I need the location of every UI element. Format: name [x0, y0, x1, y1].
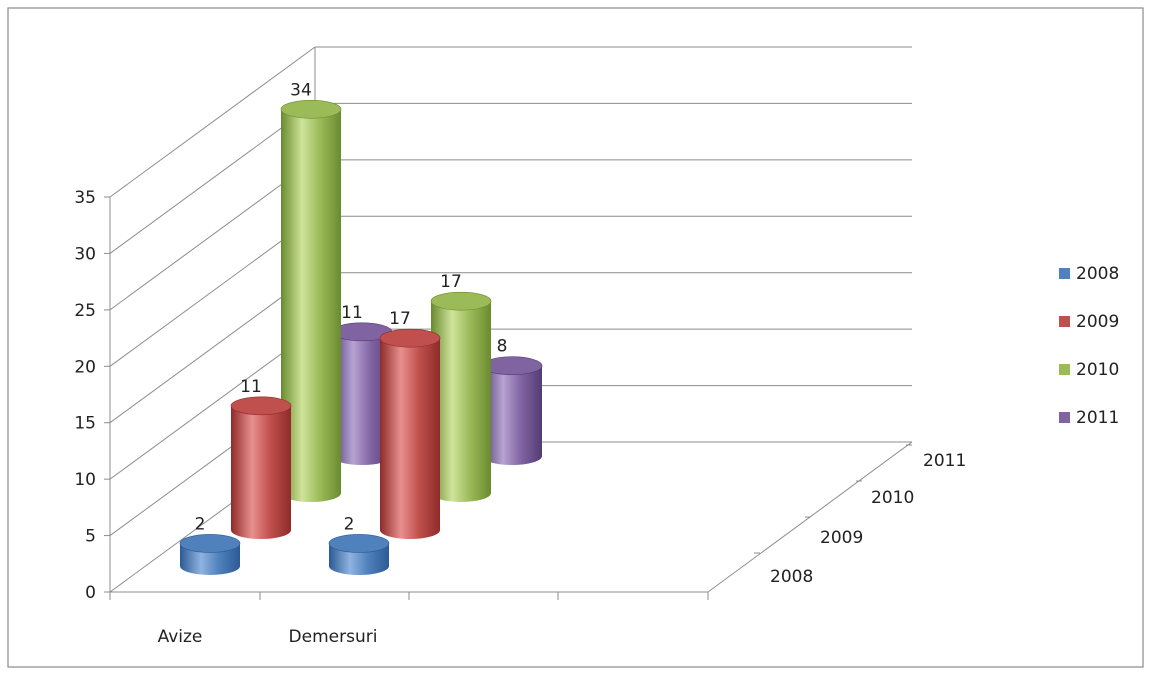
data-label: 11: [240, 377, 262, 397]
depth-label: 2010: [871, 488, 914, 508]
legend-swatch-2010: [1059, 364, 1070, 375]
bar-top: [230, 396, 292, 416]
depth-axis: 2008 2009 2010 2011: [754, 444, 966, 587]
chart-border: [7, 7, 1144, 668]
side-gridline: [109, 328, 316, 480]
bar-2010-demersuri: [430, 291, 492, 502]
bar-top: [379, 328, 441, 348]
y-tick-label: 20: [74, 357, 96, 377]
legend-swatch-2009: [1059, 316, 1070, 327]
legend-swatch-2008: [1059, 268, 1070, 279]
bar-2008-avize: [179, 534, 241, 575]
bar-2009-avize: [230, 396, 292, 539]
y-tick-label: 35: [74, 188, 96, 208]
category-label: Avize: [158, 627, 203, 647]
data-label: 2: [344, 514, 355, 534]
data-label: 17: [440, 272, 462, 292]
data-label: 8: [497, 337, 508, 357]
bar-2008-demersuri: [328, 534, 390, 575]
legend-swatch-2011: [1059, 412, 1070, 423]
bar-top: [430, 291, 492, 311]
bars: [179, 99, 543, 575]
x-axis: Avize Demersuri: [109, 592, 709, 647]
chart-walls: [109, 46, 913, 593]
bar-body: [482, 365, 542, 465]
bar-2011-demersuri: [481, 356, 543, 465]
bar-body: [332, 331, 392, 465]
y-tick-label: 30: [74, 244, 96, 264]
bar-2010-avize: [280, 99, 342, 503]
data-label: 11: [341, 303, 363, 323]
y-tick-label: 5: [85, 527, 96, 547]
depth-label: 2011: [923, 451, 966, 471]
legend-label-2008: 2008: [1076, 264, 1119, 284]
side-gridline: [109, 272, 316, 424]
y-axis: 0 5 10 15 20 25 30 35: [74, 188, 110, 603]
bar-2011-avize: [331, 322, 393, 465]
legend-label-2011: 2011: [1076, 408, 1119, 428]
y-tick-label: 25: [74, 301, 96, 321]
y-tick-label: 0: [85, 583, 96, 603]
bar-top: [280, 99, 342, 119]
data-labels: 11 8 34 17 11 17 2 2: [195, 80, 508, 534]
data-label: 34: [290, 80, 312, 100]
side-gridline: [109, 215, 316, 367]
side-gridline: [109, 159, 316, 311]
category-label: Demersuri: [289, 627, 378, 647]
bar-body: [231, 405, 291, 539]
data-label: 17: [389, 309, 411, 329]
legend: 2008 2009 2010 2011: [1059, 264, 1119, 428]
y-tick-label: 15: [74, 414, 96, 434]
bar-body: [431, 301, 491, 502]
y-tick-label: 10: [74, 470, 96, 490]
data-label: 2: [195, 514, 206, 534]
side-gridline: [109, 46, 316, 198]
bar-top: [328, 534, 390, 553]
bar-body: [380, 338, 440, 539]
legend-label-2009: 2009: [1076, 312, 1119, 332]
bar-body: [281, 109, 341, 503]
depth-label: 2009: [820, 528, 863, 548]
side-gridline: [109, 103, 316, 254]
bar-top: [179, 534, 241, 553]
bar-2009-demersuri: [379, 328, 441, 539]
legend-label-2010: 2010: [1076, 360, 1119, 380]
depth-label: 2008: [770, 567, 813, 587]
